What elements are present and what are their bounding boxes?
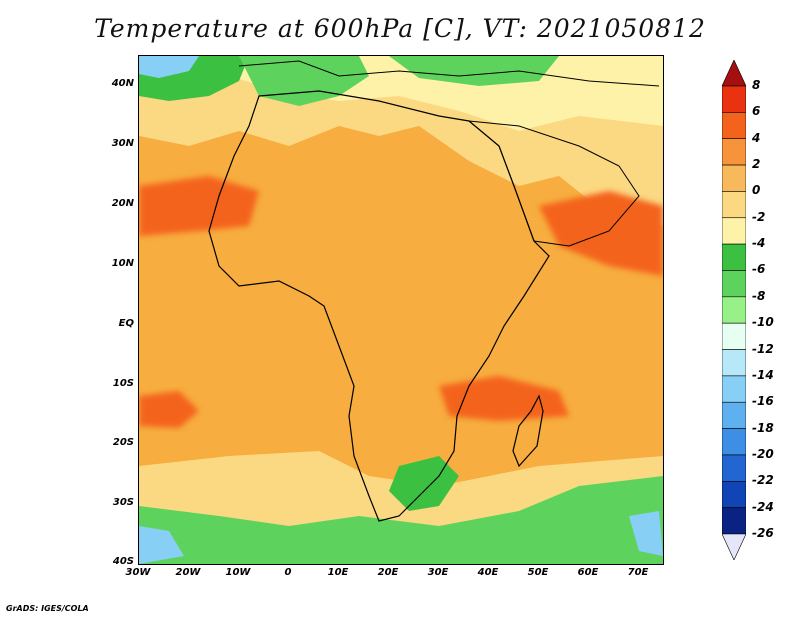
- temperature-field: [139, 56, 663, 564]
- cool-zone-southafrica: [389, 456, 459, 511]
- colorbar-label: -18: [752, 420, 774, 435]
- colorbar-label: -24: [752, 499, 774, 514]
- colorbar-label: 0: [752, 183, 761, 198]
- map-panel: [138, 55, 664, 565]
- colorbar-segment: [722, 480, 746, 508]
- colorbar-label: -4: [752, 236, 766, 251]
- lon-label-30e: 30E: [427, 567, 449, 578]
- hot-zone-atlantic: [139, 391, 199, 428]
- colorbar-segment: [722, 322, 746, 350]
- lon-label-10w: 10W: [225, 567, 251, 578]
- colorbar-segment: [722, 164, 746, 192]
- europe-coast: [238, 60, 660, 87]
- lat-label-40n: 40N: [111, 78, 134, 89]
- colorbar-label: -20: [752, 446, 774, 461]
- colorbar-segment: [722, 270, 746, 298]
- colorbar-label: -10: [752, 315, 774, 330]
- colorbar-segment: [722, 112, 746, 140]
- colorbar-label: 6: [752, 104, 761, 119]
- lat-label-40s: 40S: [112, 556, 134, 567]
- lat-label-10n: 10N: [111, 258, 134, 269]
- colorbar-segment: [722, 454, 746, 482]
- colorbar-label: -16: [752, 394, 774, 409]
- lon-label-30w: 30W: [125, 567, 151, 578]
- colorbar-segment: [722, 296, 746, 324]
- colorbar-segment: [722, 60, 746, 87]
- lon-label-10e: 10E: [327, 567, 349, 578]
- lon-label-0: 0: [284, 567, 292, 578]
- colorbar-label: -22: [752, 473, 774, 488]
- colorbar-label: 4: [752, 130, 761, 145]
- lon-label-70e: 70E: [627, 567, 649, 578]
- colorbar-segment: [722, 349, 746, 377]
- colorbar-label: -2: [752, 209, 766, 224]
- lon-label-50e: 50E: [527, 567, 549, 578]
- lat-label-10s: 10S: [112, 378, 134, 389]
- cold-zone-southwest: [139, 526, 184, 564]
- cold-zone-northwest: [139, 56, 199, 78]
- cool-zone-turkey: [389, 56, 559, 86]
- map-title: Temperature at 600hPa [C], VT: 202105081…: [94, 14, 706, 43]
- colorbar-segment: [722, 375, 746, 403]
- colorbar-label: -8: [752, 288, 766, 303]
- colorbar-segment: [722, 533, 746, 560]
- colorbar-segment: [722, 243, 746, 271]
- colorbar-label: 2: [752, 157, 761, 172]
- colorbar-segment: [722, 401, 746, 429]
- madagascar-outline: [512, 394, 544, 468]
- colorbar-segment: [722, 85, 746, 113]
- lat-label-20n: 20N: [111, 198, 134, 209]
- colorbar-segment: [722, 507, 746, 535]
- colorbar-segment: [722, 428, 746, 456]
- colorbar-segment: [722, 138, 746, 166]
- hot-zone-westafrica: [139, 176, 259, 236]
- cold-zone-southeast: [629, 511, 663, 556]
- cool-zone-south: [139, 476, 663, 564]
- colorbar-label: -26: [752, 526, 774, 540]
- lat-label-20s: 20S: [112, 437, 134, 448]
- lon-label-40e: 40E: [477, 567, 499, 578]
- colorbar-segment: [722, 217, 746, 245]
- lat-label-30s: 30S: [112, 497, 134, 508]
- colorbar-segment: [722, 191, 746, 219]
- grads-credit: GrADS: IGES/COLA: [6, 604, 89, 613]
- lat-label-eq: EQ: [118, 318, 134, 329]
- lon-label-20w: 20W: [175, 567, 201, 578]
- arabia-outline: [467, 120, 640, 247]
- colorbar: [722, 60, 746, 560]
- lat-label-30n: 30N: [111, 138, 134, 149]
- colorbar-label: -12: [752, 341, 774, 356]
- lon-label-20e: 20E: [377, 567, 399, 578]
- hot-zone-mozambique: [439, 376, 569, 421]
- colorbar-label: 8: [752, 78, 761, 92]
- colorbar-label: -6: [752, 262, 766, 277]
- lon-label-60e: 60E: [577, 567, 599, 578]
- colorbar-label: -14: [752, 367, 774, 382]
